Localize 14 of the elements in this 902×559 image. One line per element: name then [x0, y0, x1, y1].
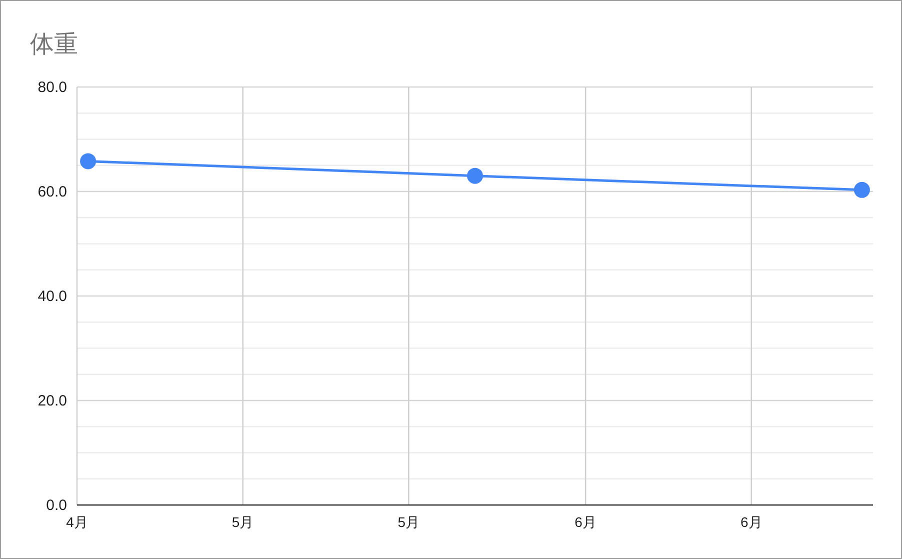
x-tick-label: 5月: [398, 514, 420, 530]
y-tick-label: 80.0: [38, 79, 67, 96]
y-tick-label: 60.0: [38, 184, 67, 200]
y-tick-label: 40.0: [38, 288, 67, 305]
x-tick-label: 6月: [574, 514, 596, 530]
x-tick-label: 4月: [66, 514, 88, 530]
y-tick-label: 20.0: [38, 392, 67, 410]
point: [854, 182, 870, 198]
point: [80, 153, 96, 170]
chart-title: 体重: [30, 31, 78, 58]
x-tick-label: 6月: [740, 514, 762, 530]
point: [467, 168, 483, 184]
x-tick-label: 5月: [232, 514, 254, 530]
y-tick-label: 0.0: [46, 497, 67, 514]
